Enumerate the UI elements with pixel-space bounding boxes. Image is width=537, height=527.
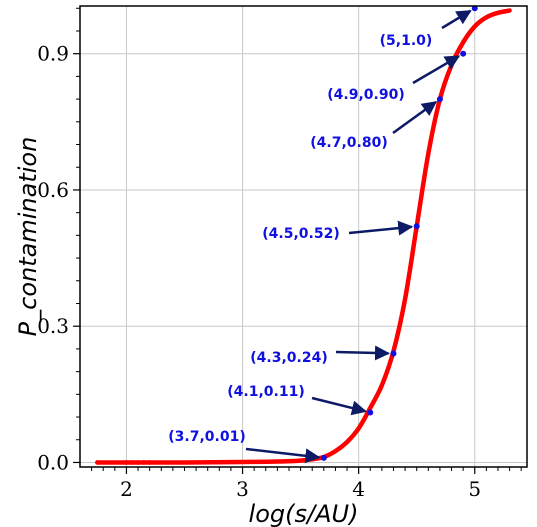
annotation-arrow-6 <box>245 447 321 464</box>
annotation-arrow-3 <box>348 220 414 236</box>
x-tick-label-2: 4 <box>352 477 365 501</box>
curve-layer <box>95 8 512 465</box>
annotation-arrow-5 <box>311 396 367 416</box>
annotation-arrow-1 <box>412 55 461 85</box>
y-tick-label-2: 0.6 <box>37 178 69 202</box>
annotation-point-5 <box>367 409 374 416</box>
curve-sample-point-1 <box>124 460 129 465</box>
annotation-label-1: (4.9,0.90) <box>327 87 404 103</box>
plot-frame <box>79 5 528 468</box>
y-tick-label-1: 0.3 <box>37 314 69 338</box>
annotation-label-0: (5,1.0) <box>380 33 433 49</box>
x-tick-labels: 2 3 4 5 <box>120 477 481 501</box>
curve-sample-point-5 <box>147 460 152 465</box>
annotation-point-4 <box>390 350 397 357</box>
y-axis-label: P_contamination <box>14 137 42 337</box>
curve-sample-point-0 <box>95 460 100 465</box>
annotation-label-2: (4.7,0.80) <box>310 135 387 151</box>
x-tick-label-1: 3 <box>236 477 249 501</box>
annotation-label-3: (4.5,0.52) <box>262 226 339 242</box>
annotation-point-6 <box>320 454 327 461</box>
annotation-point-2 <box>436 96 443 103</box>
annotation-layer: (5,1.0) (4.9,0.90) (4.7,0.80) (4.5,0.52) (4.… <box>168 5 478 464</box>
x-axis-label: log(s/AU) <box>249 500 359 527</box>
annotation-label-6: (3.7,0.01) <box>168 429 245 445</box>
annotation-arrow-0 <box>441 9 472 30</box>
y-tick-label-0: 0.0 <box>37 450 69 474</box>
x-tick-label-3: 5 <box>468 477 481 501</box>
y-tick-label-3: 0.9 <box>37 42 69 66</box>
annotation-label-4: (4.3,0.24) <box>250 350 327 366</box>
curve-sample-point-2 <box>129 460 135 465</box>
x-tick-label-0: 2 <box>120 477 133 501</box>
annotation-point-3 <box>413 223 420 230</box>
annotation-arrow-2 <box>392 101 438 135</box>
annotation-point-0 <box>471 5 478 12</box>
tick-marks <box>73 7 522 474</box>
curve-sample-point-4 <box>141 460 147 465</box>
annotation-point-1 <box>460 50 467 57</box>
y-tick-labels: 0.0 0.3 0.6 0.9 <box>37 42 69 475</box>
contamination-curve <box>95 8 512 465</box>
annotation-label-5: (4.1,0.11) <box>227 384 304 400</box>
curve-sample-point-3 <box>135 460 141 465</box>
annotation-arrow-4 <box>335 345 390 361</box>
